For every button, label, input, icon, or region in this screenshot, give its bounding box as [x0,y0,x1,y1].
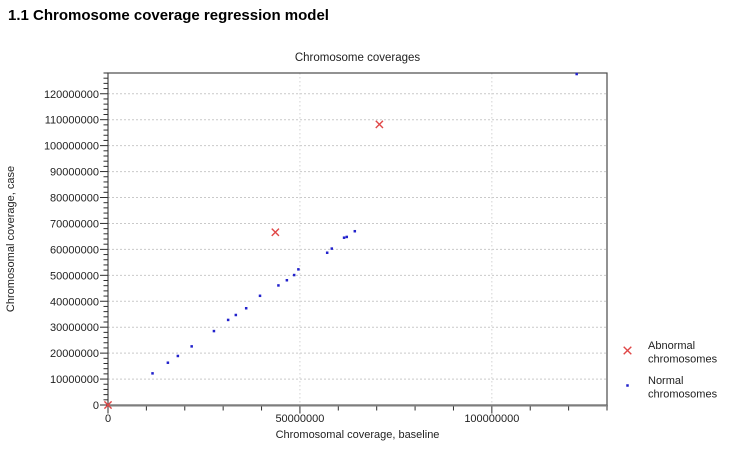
y-tick-label: 80000000 [50,193,99,205]
dot-marker [626,384,629,387]
y-tick-label: 70000000 [50,218,99,230]
dot-marker [190,345,193,348]
section-heading: 1.1 Chromosome coverage regression model [8,7,329,24]
dot-marker [342,236,346,239]
y-tick-label: 90000000 [50,167,99,179]
x-tick-label: 50000000 [275,413,324,425]
y-tick-label: 50000000 [50,270,99,282]
dot-marker [212,329,216,333]
dot-marker [277,284,280,287]
abnormal-points [103,120,384,410]
dot-marker [345,235,349,239]
y-tick-label: 40000000 [50,296,99,308]
gridlines [108,73,607,405]
chart-title: Chromosome coverages [295,52,421,64]
x-tick-label: 0 [105,413,111,425]
dot-marker [234,313,238,317]
legend-item: Abnormal chromosomes [623,340,718,366]
x-marker-stroke [271,228,280,237]
plot-border [107,72,608,406]
y-tick-label: 60000000 [50,244,99,256]
dot-marker [575,72,578,76]
y-axis-title: Chromosomal coverage, case [5,166,17,312]
dot-marker [258,294,262,298]
y-tick-label: 30000000 [50,322,99,334]
dot-marker [226,318,230,322]
plot-frame [106,72,608,407]
dot-marker [297,268,300,271]
y-tick-label: 110000000 [45,115,99,127]
normal-points [151,72,578,375]
legend-item-label: Abnormal chromosomes [648,340,718,366]
dot-marker [151,372,154,375]
dot-marker [292,273,296,277]
dot-marker [176,354,180,358]
dot-marker [325,251,329,254]
dot-marker [353,229,357,233]
dot-marker [285,278,289,282]
dot-marker [330,247,334,250]
y-tick-label: 0 [93,400,99,412]
x-axis-title: Chromosomal coverage, baseline [276,429,440,441]
x-tick-label: 100000000 [464,413,519,425]
x-tick-labels: 0 50000000 100000000 [105,413,519,425]
legend-item: Normal chromosomes [626,375,718,401]
data-points [103,72,578,410]
x-marker-stroke [623,346,632,355]
x-marker-stroke [103,400,113,410]
x-marker-stroke [375,120,384,129]
y-tick-label: 10000000 [50,374,99,386]
legend: Abnormal chromosomes Normal chromosomes [623,340,718,401]
y-tick-label: 120000000 [44,89,99,101]
y-tick-label: 20000000 [50,348,99,360]
y-tick-label: 100000000 [44,141,99,153]
dot-marker [244,307,248,310]
legend-item-label: Normal chromosomes [648,375,718,401]
y-tick-labels: 0 10000000 20000000 30000000 40000000 5000000… [44,89,99,412]
dot-marker [166,361,170,364]
axis-ticks [100,72,608,414]
